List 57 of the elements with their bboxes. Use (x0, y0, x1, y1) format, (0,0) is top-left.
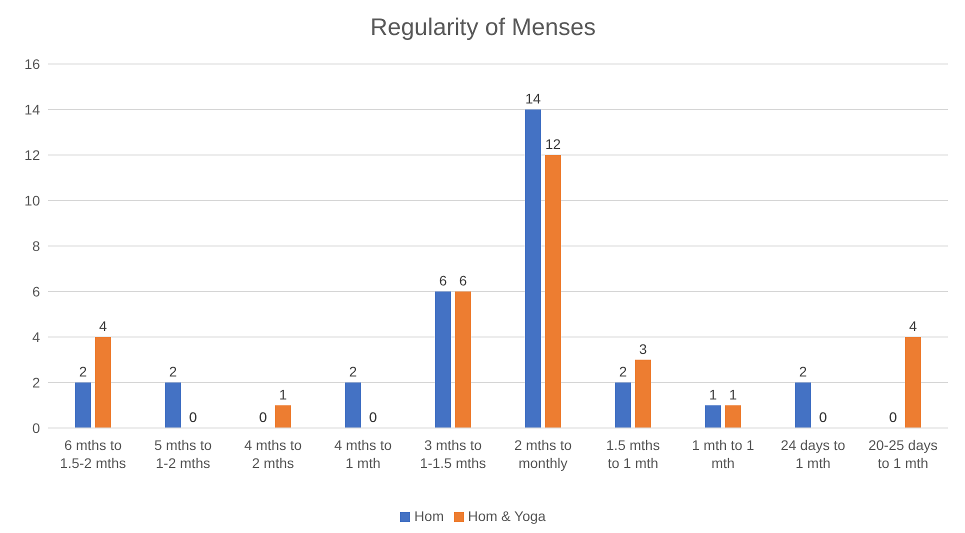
y-tick-label: 2 (32, 374, 40, 390)
x-tick-label: 4 mths to 1 mth (334, 437, 392, 471)
y-tick-label: 14 (24, 101, 40, 118)
data-label: 0 (889, 409, 898, 425)
data-label: 0 (819, 409, 828, 425)
data-label: 1 (709, 386, 718, 402)
bar (275, 405, 291, 428)
data-label: 2 (619, 364, 628, 380)
x-tick-label: 24 days to 1 mth (780, 437, 846, 471)
x-tick-label: 1 mth to 1 mth (692, 437, 754, 471)
x-tick-label: 1.5 mths to 1 mth (606, 437, 660, 471)
y-tick-label: 8 (32, 238, 40, 254)
bar (905, 337, 921, 428)
y-tick-label: 10 (24, 192, 40, 208)
y-tick-label: 16 (24, 56, 40, 72)
bar (525, 110, 541, 428)
legend-label: Hom & Yoga (468, 508, 546, 524)
y-tick-label: 4 (32, 328, 40, 345)
data-label: 2 (169, 364, 178, 380)
data-label: 0 (189, 409, 198, 425)
y-tick-label: 6 (32, 283, 40, 300)
x-tick-label: 3 mths to 1-1.5 mths (420, 437, 486, 471)
y-tick-label: 0 (32, 420, 40, 436)
data-label: 2 (79, 364, 88, 380)
bar (795, 382, 811, 428)
data-label: 2 (799, 364, 808, 380)
x-tick-label: 4 mths to 2 mths (244, 437, 302, 471)
bar (435, 292, 451, 428)
y-tick-label: 12 (24, 146, 40, 163)
bar (545, 155, 561, 428)
data-label: 0 (259, 409, 268, 425)
bar (705, 405, 721, 428)
x-tick-label: 2 mths to monthly (514, 437, 572, 471)
data-label: 4 (909, 318, 918, 334)
data-label: 6 (439, 272, 448, 288)
bar (455, 292, 471, 428)
chart-title: Regularity of Menses (369, 13, 597, 43)
data-label: 3 (639, 340, 648, 357)
data-label: 0 (369, 409, 378, 425)
bar (635, 360, 651, 428)
data-label: 6 (459, 272, 468, 288)
data-label: 2 (349, 364, 358, 380)
bar (165, 382, 181, 428)
x-tick-label: 6 mths to 1.5-2 mths (60, 437, 126, 471)
legend-label: Hom (414, 508, 444, 524)
bar (75, 382, 91, 428)
data-label: 4 (99, 318, 108, 334)
bar (345, 382, 361, 428)
data-label: 14 (525, 90, 541, 106)
data-label: 1 (279, 386, 288, 402)
data-label: 12 (545, 136, 561, 152)
bar (615, 382, 631, 428)
data-label: 1 (729, 386, 738, 402)
x-tick-label: 20-25 days to 1 mth (868, 437, 938, 471)
x-tick-label: 5 mths to 1-2 mths (154, 437, 212, 471)
bar (725, 405, 741, 428)
bar (95, 337, 111, 428)
